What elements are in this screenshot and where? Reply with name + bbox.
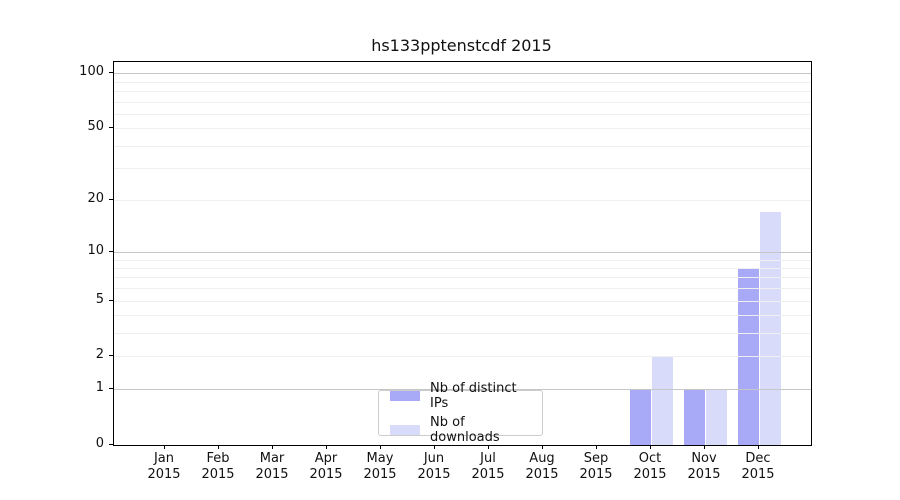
y-gridline-major [114, 73, 811, 75]
y-gridline-minor [114, 333, 811, 335]
x-tick-label: Jun 2015 [417, 451, 451, 482]
bar-distinct-ips [629, 389, 651, 445]
x-tick-label: Feb 2015 [201, 451, 235, 482]
y-tick-mark [109, 127, 113, 129]
x-tick-label: Aug 2015 [525, 451, 559, 482]
x-tick-mark [758, 445, 759, 449]
plot-area [113, 61, 812, 446]
x-tick-label: May 2015 [363, 451, 397, 482]
legend-item-downloads: Nb of downloads [390, 415, 532, 445]
legend: Nb of distinct IPs Nb of downloads [378, 381, 543, 445]
legend-item-distinct-ips: Nb of distinct IPs [390, 381, 532, 411]
y-tick-label: 20 [87, 190, 104, 206]
x-tick-mark [164, 445, 165, 449]
x-tick-mark [704, 445, 705, 449]
legend-label-distinct-ips: Nb of distinct IPs [430, 381, 517, 411]
y-gridline-minor [114, 81, 811, 83]
x-tick-mark [272, 445, 273, 449]
y-gridline-minor [114, 145, 811, 147]
x-tick-label: Mar 2015 [255, 451, 289, 482]
bar-downloads [759, 212, 781, 445]
y-gridline-minor [114, 101, 811, 103]
x-tick-label: Sep 2015 [579, 451, 613, 482]
legend-swatch-distinct-ips [390, 391, 420, 401]
y-tick-mark [109, 355, 113, 357]
y-gridline-minor [114, 199, 811, 201]
y-tick-label: 2 [95, 347, 104, 363]
y-tick-mark [109, 72, 113, 74]
x-tick-mark [488, 445, 489, 449]
y-gridline-minor [114, 128, 811, 130]
y-gridline-minor [114, 277, 811, 279]
y-tick-mark [109, 198, 113, 200]
x-tick-label: Jan 2015 [147, 451, 181, 482]
x-tick-mark [650, 445, 651, 449]
y-tick-label: 100 [79, 64, 104, 80]
y-gridline-minor [114, 288, 811, 290]
y-gridline-minor [114, 356, 811, 358]
y-tick-mark [109, 250, 113, 252]
x-tick-mark [218, 445, 219, 449]
chart-title: hs133pptenstcdf 2015 [371, 36, 552, 55]
y-tick-label: 10 [87, 242, 104, 258]
y-gridline-minor [114, 259, 811, 261]
y-tick-mark [109, 299, 113, 301]
x-tick-mark [596, 445, 597, 449]
x-tick-label: Apr 2015 [309, 451, 343, 482]
y-gridline-minor [114, 90, 811, 92]
y-tick-mark [109, 388, 113, 390]
y-gridline-minor [114, 113, 811, 115]
x-tick-mark [542, 445, 543, 449]
y-gridline-minor [114, 267, 811, 269]
y-gridline-minor [114, 300, 811, 302]
bar-downloads [651, 356, 673, 445]
y-tick-label: 1 [95, 380, 104, 396]
y-gridline-major [114, 251, 811, 253]
legend-label-downloads: Nb of downloads [430, 415, 500, 445]
x-tick-label: Oct 2015 [633, 451, 667, 482]
y-tick-label: 0 [95, 436, 104, 451]
x-tick-label: Jul 2015 [471, 451, 505, 482]
y-tick-label: 50 [87, 119, 104, 135]
x-tick-mark [326, 445, 327, 449]
legend-swatch-downloads [390, 425, 420, 435]
y-gridline-minor [114, 168, 811, 170]
y-tick-label: 5 [95, 291, 104, 307]
x-tick-label: Nov 2015 [687, 451, 721, 482]
y-gridline-major [114, 389, 811, 391]
y-tick-mark [109, 444, 113, 445]
x-tick-mark [434, 445, 435, 449]
x-tick-label: Dec 2015 [741, 451, 775, 482]
bar-distinct-ips [683, 389, 705, 445]
bar-downloads [705, 389, 727, 445]
y-gridline-minor [114, 315, 811, 317]
x-tick-mark [380, 445, 381, 449]
